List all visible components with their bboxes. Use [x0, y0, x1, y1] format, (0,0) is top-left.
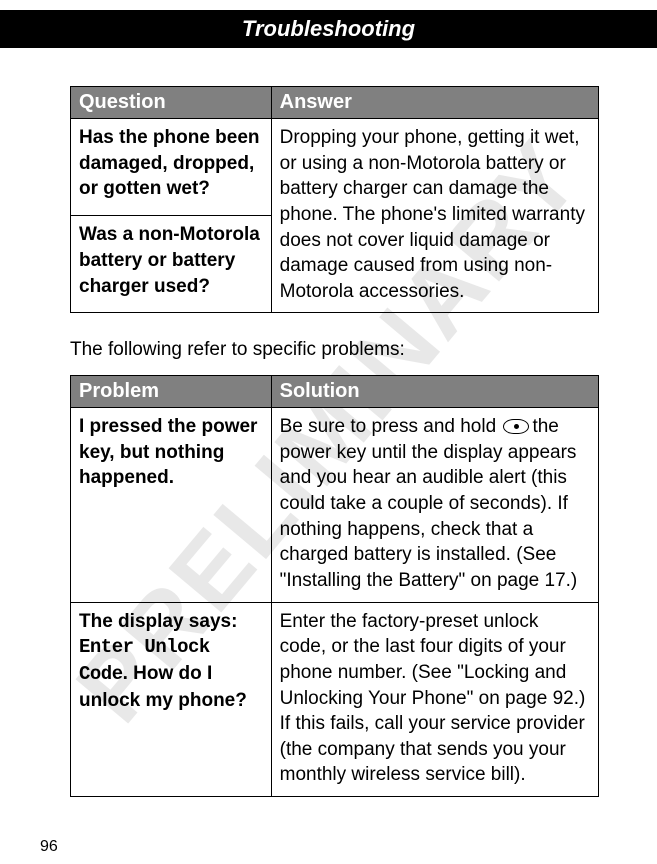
table-header-row: Problem Solution	[71, 376, 599, 408]
header-title: Troubleshooting	[242, 16, 415, 41]
question-answer-table: Question Answer Has the phone been damag…	[70, 86, 599, 313]
question-cell: Was a non-Motorola battery or battery ch…	[71, 216, 272, 313]
question-cell: Has the phone been damaged, dropped, or …	[71, 119, 272, 216]
table2-header-solution: Solution	[271, 376, 598, 408]
problem-cell: The display says: Enter Unlock Code. How…	[71, 602, 272, 796]
between-tables-text: The following refer to specific problems…	[70, 337, 599, 363]
top-spacer	[0, 0, 657, 10]
problem-text-part1: The display says:	[79, 611, 237, 632]
solution-cell: Be sure to press and hold the power key …	[271, 408, 598, 602]
table-row: The display says: Enter Unlock Code. How…	[71, 602, 599, 796]
page-header: Troubleshooting	[0, 10, 657, 48]
problem-solution-table: Problem Solution I pressed the power key…	[70, 375, 599, 797]
table1-header-answer: Answer	[271, 87, 598, 119]
table1-header-question: Question	[71, 87, 272, 119]
solution-text-part1: Be sure to press and hold	[280, 416, 502, 437]
table-header-row: Question Answer	[71, 87, 599, 119]
table-row: Has the phone been damaged, dropped, or …	[71, 119, 599, 216]
solution-text-part2: the power key until the display appears …	[280, 416, 578, 591]
content-area: Question Answer Has the phone been damag…	[0, 48, 657, 797]
power-key-icon	[503, 419, 529, 434]
problem-cell: I pressed the power key, but nothing hap…	[71, 408, 272, 602]
page-number: 96	[40, 838, 58, 856]
table2-header-problem: Problem	[71, 376, 272, 408]
solution-cell: Enter the factory-preset unlock code, or…	[271, 602, 598, 796]
answer-cell-merged: Dropping your phone, getting it wet, or …	[271, 119, 598, 313]
table-row: I pressed the power key, but nothing hap…	[71, 408, 599, 602]
